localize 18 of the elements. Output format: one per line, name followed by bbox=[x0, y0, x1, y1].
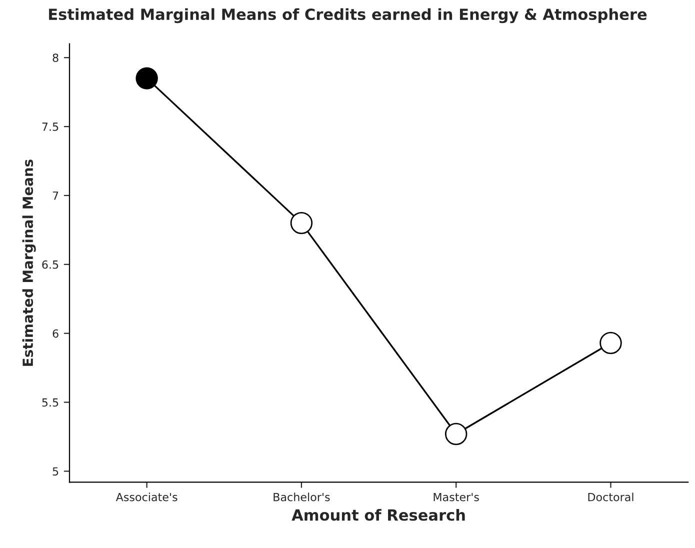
point bbox=[600, 332, 622, 354]
x-tick-label: Doctoral bbox=[588, 492, 634, 502]
x-axis-title: Amount of Research bbox=[292, 508, 465, 521]
point bbox=[290, 212, 313, 234]
chart-title: Estimated Marginal Means of Credits earned in Energy & Atmosphere bbox=[49, 8, 647, 24]
x-tick-label: Associate's bbox=[116, 492, 178, 502]
point bbox=[444, 422, 468, 446]
y-tick-label: 6 bbox=[52, 329, 58, 338]
y-tick-label: 8 bbox=[52, 54, 58, 62]
y-tick-label: 5.5 bbox=[42, 398, 58, 407]
y-tick-label: 7 bbox=[52, 192, 58, 200]
y-tick-label: 5 bbox=[52, 467, 58, 476]
point bbox=[136, 67, 158, 90]
y-axis-title: Estimated Marginal Means bbox=[22, 160, 36, 366]
y-tick-label: 6.5 bbox=[42, 260, 58, 269]
x-tick-label: Bachelor's bbox=[274, 492, 330, 502]
x-tick-label: Master's bbox=[434, 493, 479, 502]
y-tick-label: 7.5 bbox=[42, 122, 58, 131]
